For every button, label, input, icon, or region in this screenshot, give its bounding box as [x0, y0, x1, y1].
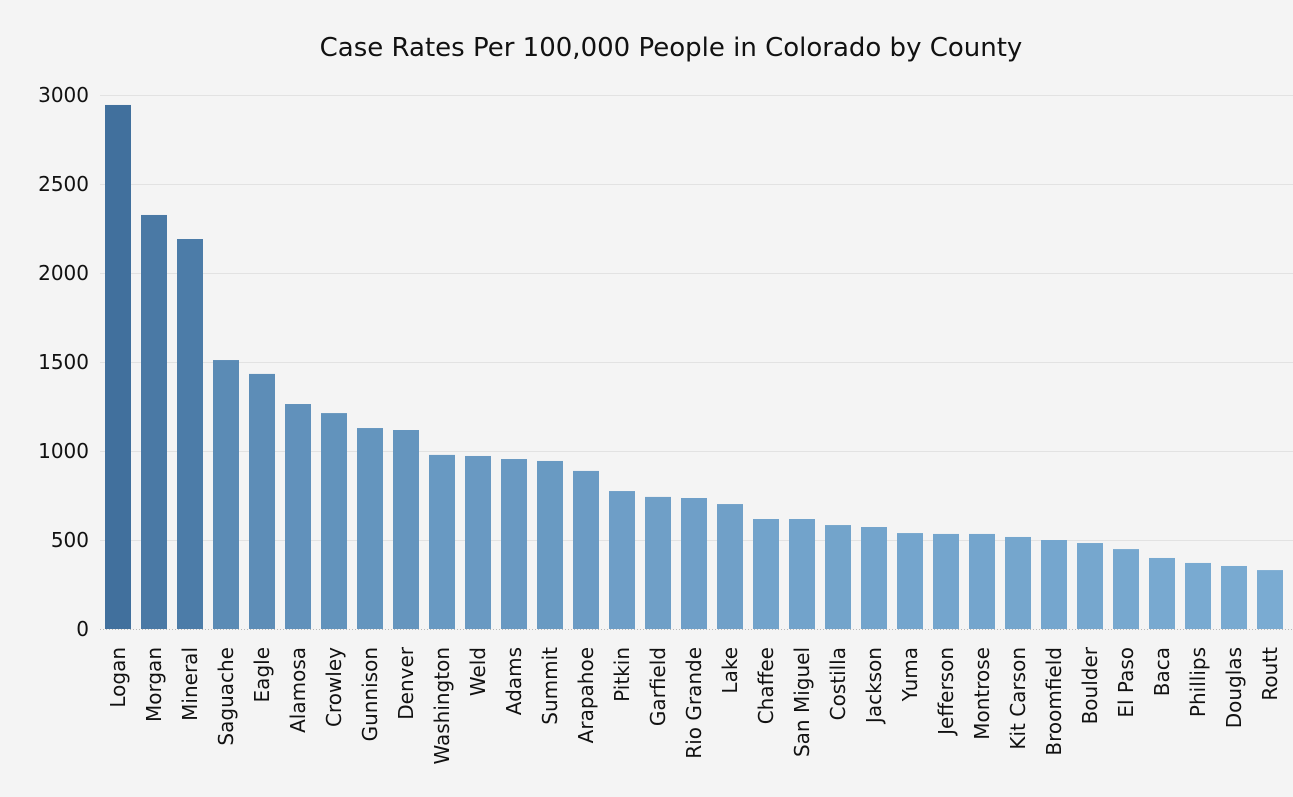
x-tick-label: Rio Grande: [682, 647, 706, 759]
x-tick-label: Jackson: [862, 647, 886, 725]
x-tick-label: Eagle: [250, 647, 274, 702]
y-axis: 0 500 1000 1500 2000 2500 3000: [38, 83, 89, 641]
bar: [825, 525, 851, 629]
bar: [789, 518, 815, 629]
bar: [141, 214, 167, 630]
x-tick-label: Garfield: [646, 647, 670, 726]
bar: [897, 533, 923, 629]
x-tick-label: Mineral: [178, 647, 202, 721]
bar: [177, 239, 203, 629]
x-tick-label: Boulder: [1078, 646, 1102, 724]
bar: [393, 429, 419, 629]
x-tick-label: Alamosa: [286, 647, 310, 733]
x-tick-label: Jefferson: [934, 647, 958, 737]
x-tick-label: Costilla: [826, 647, 850, 720]
x-tick-label: Phillips: [1186, 647, 1210, 717]
x-tick-label: Adams: [502, 647, 526, 715]
x-tick-label: Douglas: [1222, 647, 1246, 728]
y-tick-label: 500: [51, 528, 89, 552]
bar: [1221, 565, 1247, 629]
y-tick-label: 2000: [38, 261, 89, 285]
bar: [1149, 557, 1175, 629]
bar: [861, 527, 887, 629]
bar: [717, 504, 743, 629]
gridlines: [100, 95, 1293, 541]
x-tick-label: Denver: [394, 646, 418, 720]
x-tick-label: Weld: [466, 647, 490, 696]
x-tick-label: Washington: [430, 647, 454, 765]
x-tick-label: Chaffee: [754, 647, 778, 724]
x-tick-label: El Paso: [1114, 647, 1138, 718]
bar: [681, 497, 707, 629]
x-tick-label: San Miguel: [790, 647, 814, 757]
bar: [933, 533, 959, 629]
chart-title: Case Rates Per 100,000 People in Colorad…: [320, 33, 1023, 63]
y-tick-label: 2500: [38, 172, 89, 196]
bar: [1041, 540, 1067, 629]
bar: [249, 373, 275, 629]
bar: [609, 491, 635, 629]
y-tick-label: 1500: [38, 350, 89, 374]
bar: [573, 470, 599, 629]
bar: [1077, 543, 1103, 629]
x-axis: Logan Morgan Mineral Saguache Eagle Alamosa Cr…: [106, 646, 1282, 764]
bar: [1185, 562, 1211, 629]
bar: [537, 460, 563, 629]
x-tick-label: Baca: [1150, 647, 1174, 696]
x-tick-label: Montrose: [970, 647, 994, 740]
bar: [1257, 570, 1283, 629]
x-tick-label: Gunnison: [358, 647, 382, 741]
x-tick-label: Routt: [1258, 647, 1282, 701]
bar: [753, 518, 779, 629]
bar: [1113, 549, 1139, 629]
x-tick-label: Broomfield: [1042, 647, 1066, 756]
x-tick-label: Yuma: [898, 647, 922, 702]
x-tick-label: Logan: [106, 647, 130, 708]
x-tick-label: Crowley: [322, 647, 346, 727]
bar: [501, 459, 527, 629]
x-tick-label: Summit: [538, 647, 562, 725]
x-tick-label: Kit Carson: [1006, 647, 1030, 750]
bar: [1005, 536, 1031, 629]
x-tick-label: Morgan: [142, 647, 166, 722]
y-tick-label: 0: [76, 617, 89, 641]
bar: [105, 104, 131, 629]
x-tick-label: Arapahoe: [574, 647, 598, 743]
y-tick-label: 3000: [38, 83, 89, 107]
bar: [969, 533, 995, 629]
x-tick-label: Pitkin: [610, 647, 634, 702]
y-tick-label: 1000: [38, 439, 89, 463]
x-tick-label: Lake: [718, 647, 742, 694]
bar: [357, 428, 383, 629]
bar: [429, 454, 455, 629]
bar: [465, 455, 491, 629]
bar: [321, 413, 347, 629]
x-tick-label: Saguache: [214, 647, 238, 746]
bar: [645, 496, 671, 629]
bar: [285, 404, 311, 629]
bar: [213, 360, 239, 629]
bars: [105, 104, 1283, 630]
